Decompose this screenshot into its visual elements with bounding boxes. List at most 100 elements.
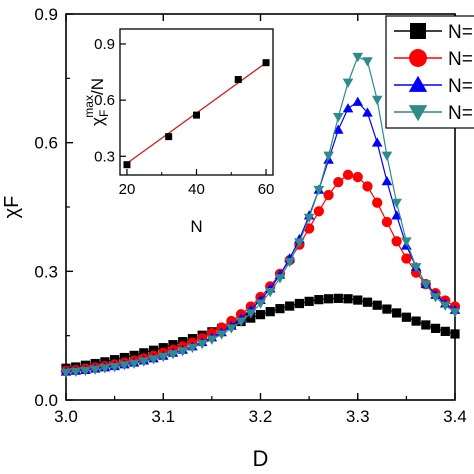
inset-series-0 (123, 59, 270, 169)
legend-box (385, 15, 474, 129)
data-point (342, 169, 354, 180)
data-point (206, 335, 218, 345)
data-point (362, 107, 373, 117)
data-point (89, 365, 101, 375)
inset-data-point (123, 161, 131, 169)
data-point (274, 274, 286, 284)
inset-x-tick-label: 20 (119, 181, 136, 198)
legend-marker (410, 23, 426, 39)
inset-y-tick-label: 0.3 (94, 148, 115, 165)
inset-data-point (165, 133, 173, 141)
data-point (80, 366, 91, 377)
inset-y-axis-label: χFmax/N (82, 78, 111, 126)
data-point (187, 343, 198, 353)
data-point (381, 216, 393, 228)
legend-label: N= (448, 49, 473, 70)
x-tick-label: 3.0 (54, 407, 78, 426)
data-point (440, 326, 450, 336)
data-point (342, 103, 354, 113)
x-tick-label: 3.4 (443, 407, 467, 426)
data-point (411, 316, 421, 326)
data-point (439, 301, 451, 311)
inset-frame (119, 28, 274, 176)
data-point (401, 237, 412, 247)
data-point (371, 137, 383, 147)
data-point (109, 363, 120, 373)
data-point (421, 320, 431, 330)
data-point (99, 364, 111, 374)
data-point (177, 347, 188, 357)
inset-y-tick-label: 0.6 (94, 92, 115, 109)
x-axis-label: D (253, 446, 269, 471)
legend-marker (408, 105, 428, 122)
y-tick-label: 0.3 (34, 262, 58, 281)
inset-x-tick-label: 40 (188, 181, 205, 198)
legend-marker (409, 49, 427, 67)
data-point (372, 197, 383, 208)
data-point (333, 176, 344, 188)
data-point (148, 345, 159, 355)
data-point (450, 329, 460, 339)
data-point (196, 339, 208, 350)
data-point (314, 295, 324, 305)
y-tick-label: 0.6 (34, 134, 58, 153)
x-tick-label: 3.2 (249, 407, 273, 426)
data-point (303, 213, 315, 224)
y-axis-label: χF (1, 196, 23, 219)
legend: N= N= N= N= (385, 15, 474, 129)
inset-data-point (234, 76, 242, 84)
inset-y-label-sup: max (82, 95, 96, 118)
inset-y-tick-label: 0.9 (94, 36, 115, 53)
data-point (401, 253, 412, 264)
data-point (294, 238, 305, 248)
y-tick-label: 0.9 (34, 5, 58, 24)
data-point (372, 300, 382, 310)
data-point (410, 263, 422, 273)
data-point (294, 298, 304, 309)
inset-data-point (262, 59, 270, 67)
legend-label: N= (448, 22, 473, 43)
main-plot: 3.0 3.1 3.2 3.3 3.4 0.0 0.3 0.6 0.9 DχF (1, 5, 467, 471)
series-3 (60, 52, 461, 378)
data-point (381, 151, 393, 161)
inset-data-point (193, 111, 200, 119)
data-point (401, 312, 411, 322)
data-point (148, 355, 159, 365)
legend-marker (408, 75, 428, 92)
data-point (362, 57, 373, 67)
inset-x-tick-label: 60 (258, 181, 275, 198)
data-point (371, 95, 383, 106)
data-point (430, 323, 441, 333)
data-point (216, 330, 227, 340)
data-point (128, 359, 140, 369)
data-point (139, 348, 149, 358)
inset-x-axis-label: N (190, 217, 202, 236)
data-point (226, 324, 237, 334)
data-point (391, 198, 402, 209)
data-point (157, 352, 169, 362)
data-point (245, 309, 257, 319)
data-point (342, 78, 354, 88)
data-point (420, 280, 432, 290)
data-point (333, 124, 344, 134)
data-point (255, 310, 266, 320)
inset-y-label-base: χ (88, 117, 107, 126)
legend-label: N= (448, 76, 473, 97)
x-tick-label: 3.1 (151, 407, 175, 426)
y-tick-label: 0.0 (34, 391, 58, 410)
x-tick-label: 3.3 (346, 407, 370, 426)
data-point (333, 293, 343, 303)
data-point (430, 293, 441, 303)
data-point (323, 189, 334, 201)
data-point (138, 357, 150, 367)
data-point (119, 361, 130, 371)
data-point (352, 52, 364, 63)
data-point (391, 236, 402, 247)
data-point (303, 223, 315, 234)
data-point (284, 257, 295, 268)
data-point (362, 297, 373, 307)
data-point (235, 317, 247, 327)
data-point (285, 301, 295, 311)
